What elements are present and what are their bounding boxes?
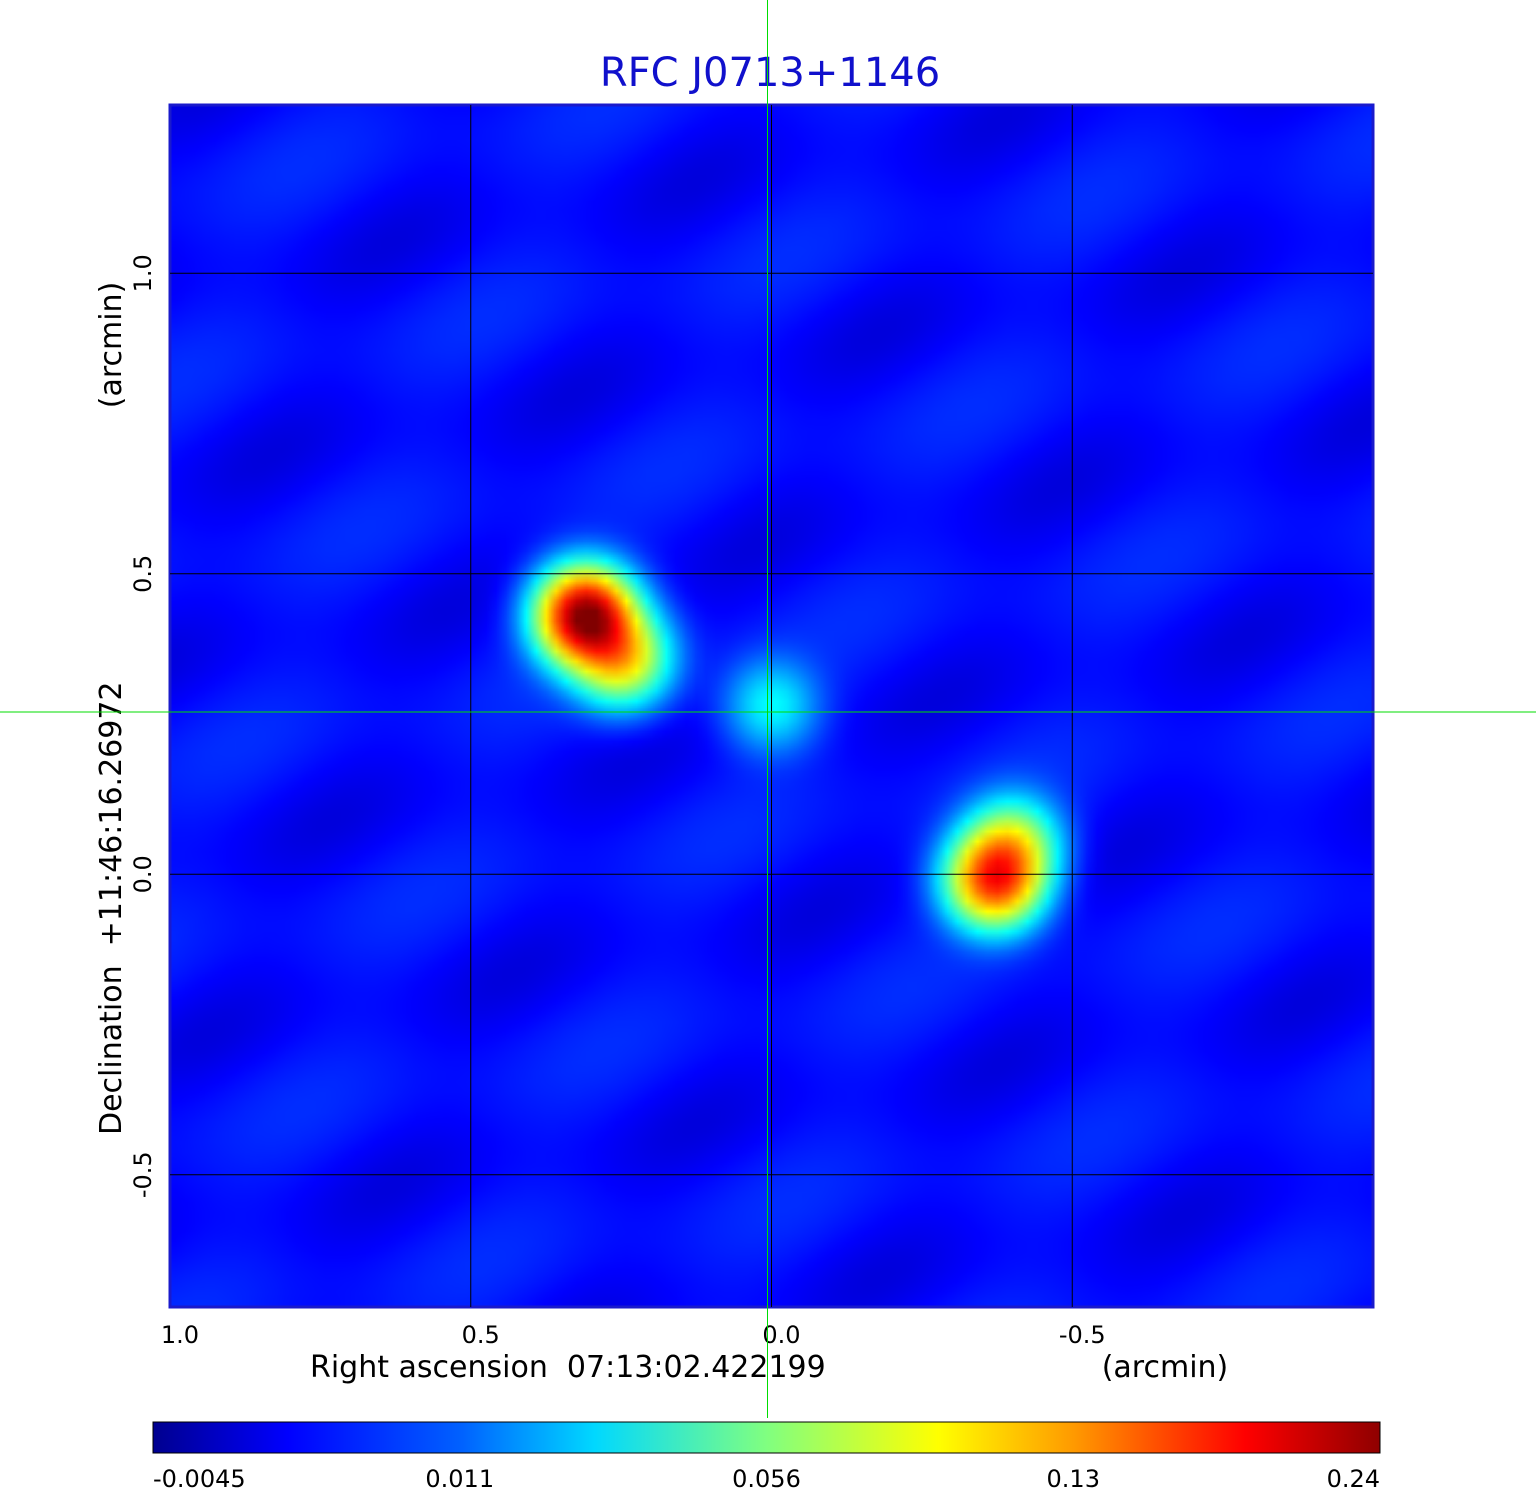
x-tick-label: 0.5 <box>462 1321 500 1349</box>
y-tick-label: 0.0 <box>129 855 157 893</box>
chart-title: RFC J0713+1146 <box>600 50 940 96</box>
crosshair <box>0 0 1536 1418</box>
colorbar: -0.0045 0.011 0.056 0.13 0.24 <box>152 1421 1381 1493</box>
x-tick-labels: 1.0 0.5 0.0 -0.5 <box>161 1321 1106 1349</box>
grid-lines <box>170 105 1373 1307</box>
x-tick-label: -0.5 <box>1059 1321 1106 1349</box>
colorbar-tick-label: 0.011 <box>425 1465 494 1493</box>
x-tick-label: 0.0 <box>762 1321 800 1349</box>
y-axis-label: Declination +11:46:16.26972 <box>94 681 129 1135</box>
y-tick-label: 1.0 <box>129 254 157 292</box>
colorbar-tick-label: 0.056 <box>732 1465 801 1493</box>
y-tick-label: 0.5 <box>129 555 157 593</box>
colorbar-tick-label: 0.24 <box>1327 1465 1380 1493</box>
colorbar-gradient <box>152 1421 1381 1454</box>
x-axis-unit: (arcmin) <box>1102 1350 1229 1385</box>
x-tick-label: 1.0 <box>161 1321 199 1349</box>
colorbar-tick-label: -0.0045 <box>153 1465 246 1493</box>
colorbar-tick-label: 0.13 <box>1047 1465 1100 1493</box>
y-tick-label: -0.5 <box>129 1151 157 1198</box>
x-axis-label: Right ascension 07:13:02.422199 <box>310 1350 826 1385</box>
plot-area <box>168 103 1375 1309</box>
colorbar-tick-labels: -0.0045 0.011 0.056 0.13 0.24 <box>153 1465 1380 1493</box>
y-axis-unit: (arcmin) <box>94 282 129 409</box>
y-tick-labels: 1.0 0.5 0.0 -0.5 <box>129 254 157 1198</box>
